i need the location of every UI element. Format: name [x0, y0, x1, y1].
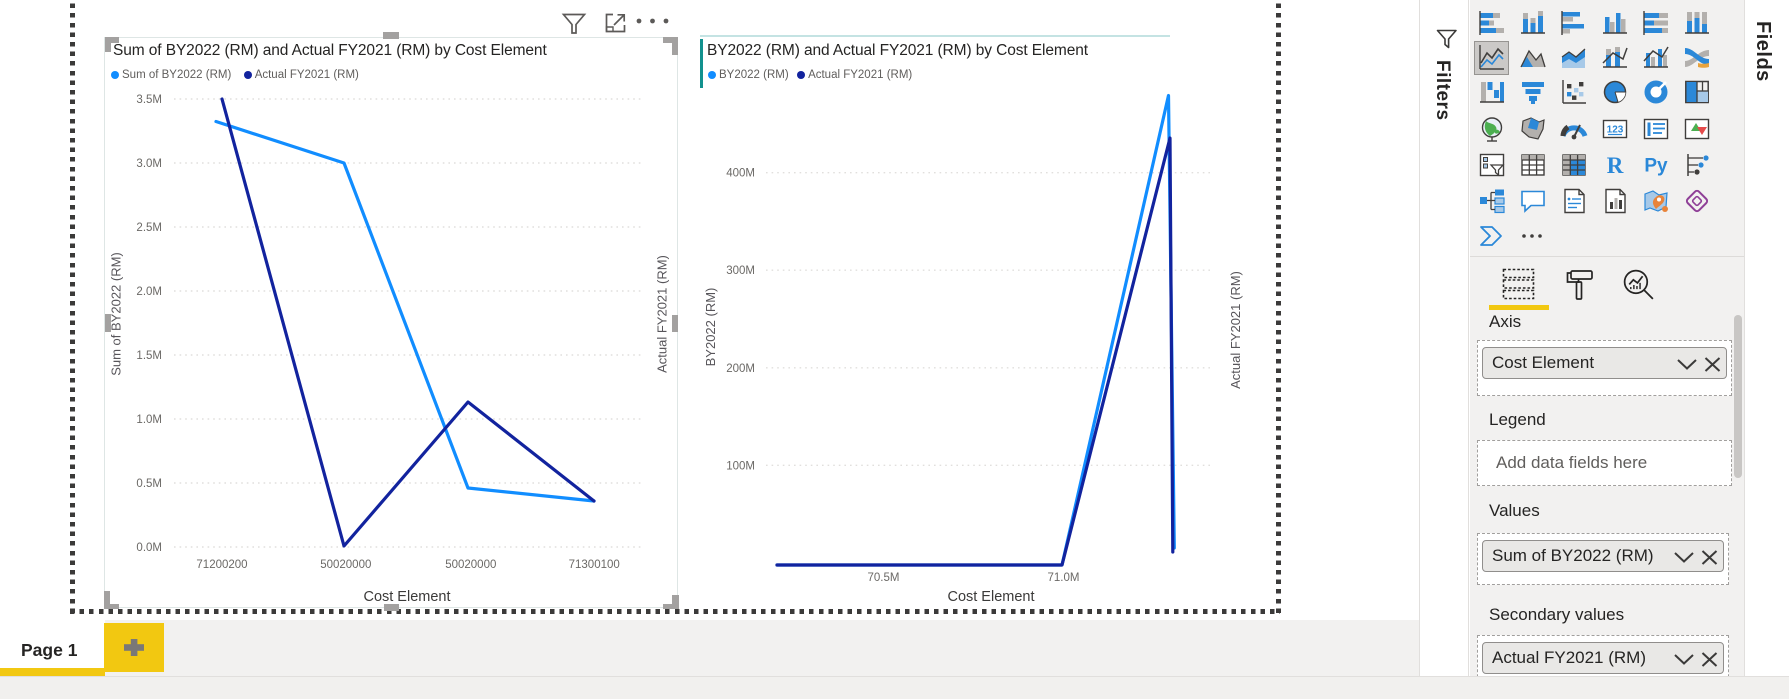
svg-text:123: 123 [1607, 125, 1624, 136]
svg-text:100M: 100M [726, 460, 755, 472]
svg-text:R: R [1607, 153, 1624, 178]
svg-text:71200200: 71200200 [196, 559, 247, 571]
svg-text:Actual FY2021 (RM): Actual FY2021 (RM) [655, 255, 670, 373]
svg-text:71.0M: 71.0M [1048, 572, 1080, 584]
svg-text:300M: 300M [726, 265, 755, 277]
svg-text:1.0M: 1.0M [136, 414, 162, 426]
svg-text:1.5M: 1.5M [136, 350, 162, 362]
svg-text:Actual FY2021 (RM): Actual FY2021 (RM) [1228, 271, 1243, 389]
svg-text:2.5M: 2.5M [136, 222, 162, 234]
svg-text:Py: Py [1644, 156, 1668, 177]
svg-text:Cost Element: Cost Element [363, 589, 450, 605]
svg-text:50020000: 50020000 [320, 559, 371, 571]
svg-text:50020000: 50020000 [445, 559, 496, 571]
svg-text:400M: 400M [726, 168, 755, 180]
svg-text:70.5M: 70.5M [868, 572, 900, 584]
svg-text:BY2022 (RM): BY2022 (RM) [703, 288, 718, 367]
svg-text:71300100: 71300100 [569, 559, 620, 571]
svg-text:Sum of BY2022 (RM): Sum of BY2022 (RM) [109, 252, 124, 376]
svg-text:0.0M: 0.0M [136, 542, 162, 554]
svg-text:Cost Element: Cost Element [947, 589, 1034, 605]
svg-text:2.0M: 2.0M [136, 286, 162, 298]
svg-text:3.5M: 3.5M [136, 94, 162, 106]
svg-text:0.5M: 0.5M [136, 478, 162, 490]
svg-text:200M: 200M [726, 363, 755, 375]
svg-text:3.0M: 3.0M [136, 158, 162, 170]
